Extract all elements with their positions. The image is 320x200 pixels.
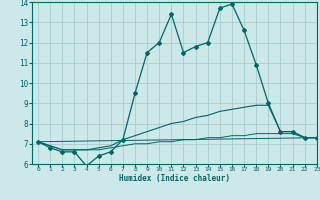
X-axis label: Humidex (Indice chaleur): Humidex (Indice chaleur) xyxy=(119,174,230,183)
